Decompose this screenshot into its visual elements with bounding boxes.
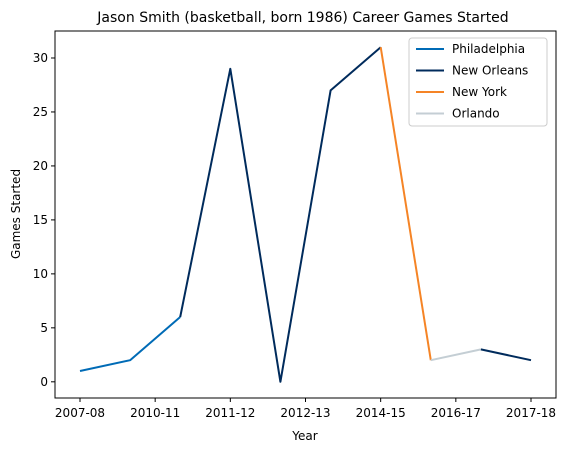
- legend-box: [408, 37, 548, 127]
- series-layer: [79, 46, 532, 383]
- y-tick-label: 15: [33, 213, 48, 227]
- x-tick-label: 2014-15: [356, 406, 406, 420]
- series-line-new-orleans: [179, 46, 382, 383]
- x-tick-label: 2016-17: [431, 406, 481, 420]
- y-axis: 0 5 10 15 20 25 30: [33, 51, 55, 389]
- x-tick-label: 2017-18: [506, 406, 556, 420]
- y-tick-label: 5: [40, 321, 48, 335]
- legend-label: Philadelphia: [452, 42, 525, 56]
- y-tick-label: 20: [33, 159, 48, 173]
- series-line-new-york: [379, 47, 432, 361]
- series-line-philadelphia: [79, 316, 181, 372]
- x-axis-label: Year: [291, 429, 317, 443]
- x-tick-label: 2012-13: [280, 406, 330, 420]
- series-line-new-orleans: [480, 348, 532, 362]
- y-axis-label: Games Started: [9, 169, 23, 259]
- x-tick-label: 2007-08: [55, 406, 105, 420]
- y-tick-label: 0: [40, 375, 48, 389]
- y-tick-label: 25: [33, 105, 48, 119]
- y-tick-label: 30: [33, 51, 48, 65]
- legend-label: New Orleans: [452, 64, 528, 78]
- legend-label: New York: [452, 85, 507, 99]
- chart-title: Jason Smith (basketball, born 1986) Care…: [96, 10, 508, 26]
- y-tick-label: 10: [33, 267, 48, 281]
- legend: Philadelphia New Orleans New York Orlando: [408, 37, 548, 127]
- x-tick-label: 2010-11: [130, 406, 180, 420]
- x-tick-label: 2011-12: [205, 406, 255, 420]
- series-line-orlando: [430, 348, 482, 362]
- legend-label: Orlando: [452, 107, 500, 121]
- x-axis: 2007-08 2010-11 2011-12 2012-13 2014-15 2016-…: [55, 398, 556, 420]
